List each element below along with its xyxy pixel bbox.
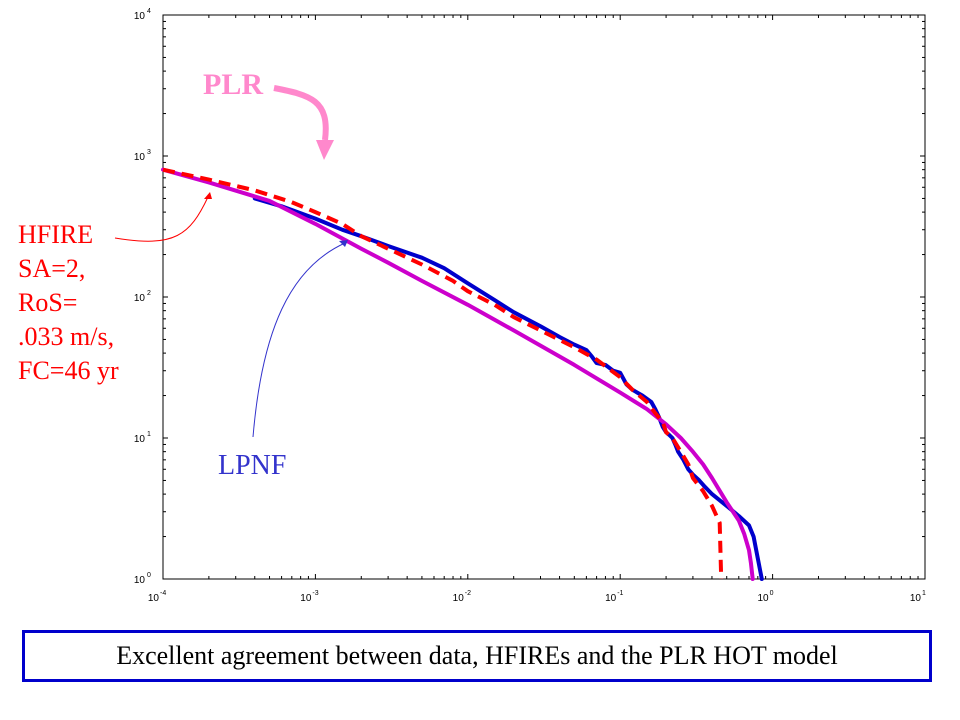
y-tick-label-base-3: 10 xyxy=(134,152,146,163)
hfire-arrowhead xyxy=(204,192,212,199)
caption-text: Excellent agreement between data, HFIREs… xyxy=(116,641,838,670)
y-tick-label-base-4: 10 xyxy=(134,11,146,22)
x-tick-label-base-1: 10 xyxy=(300,593,312,604)
x-tick-label-exp-0: -4 xyxy=(160,590,166,597)
hfire-line-5: FC=46 yr xyxy=(18,356,119,385)
x-tick-label-base-2: 10 xyxy=(453,593,465,604)
series-line-plr xyxy=(161,167,755,581)
y-tick-label-base-1: 10 xyxy=(134,434,146,445)
plr-arrowhead xyxy=(316,140,334,160)
hfire-line-4: .033 m/s, xyxy=(18,322,115,351)
y-tick-label-exp-1: 1 xyxy=(147,431,151,438)
lpnf-arrow xyxy=(252,242,346,438)
y-tick-label-exp-2: 2 xyxy=(147,290,151,297)
y-tick-label-exp-3: 3 xyxy=(147,149,151,156)
y-tick-label-exp-4: 4 xyxy=(147,8,151,15)
series-line-lpnf xyxy=(252,196,764,581)
hfire-arrow xyxy=(114,196,209,242)
plot-area-frame xyxy=(162,14,926,580)
x-tick-label-base-3: 10 xyxy=(605,593,617,604)
hfire-annotation: HFIRE SA=2, RoS= .033 m/s, FC=46 yr xyxy=(18,218,119,388)
series-group xyxy=(161,167,764,581)
x-tick-label-base-4: 10 xyxy=(757,593,769,604)
x-tick-label-base-0: 10 xyxy=(148,593,160,604)
x-tick-label-exp-1: -3 xyxy=(312,590,318,597)
y-tick-label-base-0: 10 xyxy=(134,575,146,586)
caption-box: Excellent agreement between data, HFIREs… xyxy=(22,630,932,682)
lpnf-annotation: LPNF xyxy=(218,450,287,481)
plr-annotation: PLR xyxy=(203,68,263,101)
plr-arrow xyxy=(273,85,329,141)
hfire-line-1: HFIRE xyxy=(18,220,94,249)
x-tick-label-exp-5: 1 xyxy=(922,590,926,597)
lpnf-arrowhead xyxy=(339,240,348,247)
hfire-line-2: SA=2, xyxy=(18,254,86,283)
annotation-arrows xyxy=(114,85,348,438)
y-tick-label-base-2: 10 xyxy=(134,293,146,304)
x-tick-label-exp-4: 0 xyxy=(770,590,774,597)
x-tick-label-exp-3: -1 xyxy=(617,590,623,597)
x-tick-label-base-5: 10 xyxy=(910,593,922,604)
x-tick-label-exp-2: -2 xyxy=(465,590,471,597)
series-line-hfire xyxy=(162,167,724,580)
y-tick-label-exp-0: 0 xyxy=(147,572,151,579)
hfire-line-3: RoS= xyxy=(18,288,78,317)
